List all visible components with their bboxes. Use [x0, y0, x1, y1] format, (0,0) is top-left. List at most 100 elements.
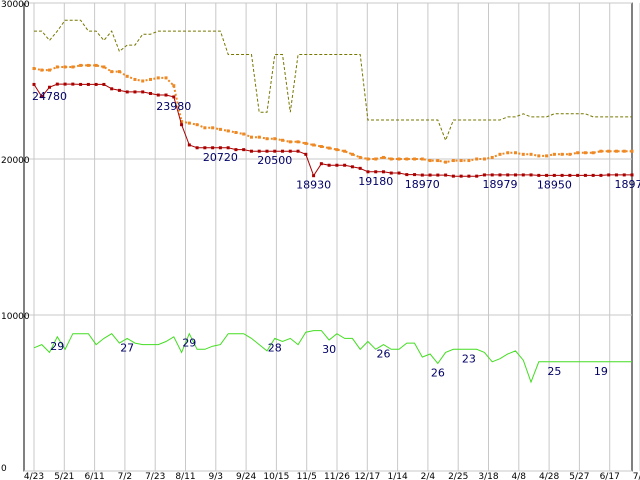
- series-point-average: [312, 143, 316, 147]
- x-tick-label: 3/18: [478, 472, 498, 480]
- series-point-average: [630, 149, 634, 153]
- x-tick-label: 6/17: [600, 472, 620, 480]
- series-point-lowest: [529, 173, 533, 177]
- series-point-average: [327, 146, 331, 150]
- series-point-lowest: [110, 87, 114, 91]
- series-line-count: [33, 330, 632, 384]
- series-point-lowest: [459, 174, 463, 178]
- x-tick-label: 4/8: [512, 472, 527, 480]
- data-label: 29: [182, 337, 196, 350]
- series-point-average: [94, 63, 98, 67]
- series-point-lowest: [211, 146, 215, 150]
- series-point-lowest: [102, 82, 106, 86]
- series-point-average: [234, 130, 238, 134]
- series-point-average: [63, 65, 67, 69]
- series-point-lowest: [366, 170, 370, 174]
- series-point-lowest: [560, 173, 564, 177]
- series-point-lowest: [358, 166, 362, 170]
- series-point-lowest: [156, 93, 160, 97]
- series-point-lowest: [234, 148, 238, 152]
- series-point-lowest: [614, 173, 618, 177]
- series-point-lowest: [506, 173, 510, 177]
- data-label: 20500: [257, 154, 292, 167]
- series-point-average: [249, 135, 253, 139]
- series-point-average: [475, 157, 479, 161]
- series-point-average: [288, 140, 292, 144]
- series-point-average: [591, 151, 595, 155]
- series-point-lowest: [125, 90, 129, 94]
- series-point-average: [436, 159, 440, 163]
- series-point-lowest: [436, 173, 440, 177]
- series-point-lowest: [187, 143, 191, 147]
- series-point-average: [133, 77, 137, 81]
- series-point-average: [102, 65, 106, 69]
- series-point-lowest: [381, 170, 385, 174]
- series-point-average: [537, 154, 541, 158]
- series-point-average: [545, 154, 549, 158]
- series-point-lowest: [257, 149, 261, 153]
- series-point-lowest: [514, 173, 518, 177]
- series-point-lowest: [622, 173, 626, 177]
- series-point-average: [304, 141, 308, 145]
- series-line-high: [34, 19, 632, 142]
- data-label: 24780: [32, 90, 67, 103]
- series-point-lowest: [475, 174, 479, 178]
- series-point-average: [583, 151, 587, 155]
- series-point-average: [599, 149, 603, 153]
- series-point-average: [413, 157, 417, 161]
- data-label: 23980: [156, 100, 191, 113]
- series-point-lowest: [420, 173, 424, 177]
- series-point-average: [164, 76, 168, 80]
- y-tick-label: 20000: [1, 156, 30, 166]
- x-tick-label: 12/17: [354, 472, 380, 480]
- series-point-lowest: [389, 171, 393, 175]
- series-point-average: [482, 157, 486, 161]
- series-point-lowest: [552, 173, 556, 177]
- series-point-lowest: [195, 146, 199, 150]
- y-tick-label: 30000: [1, 0, 30, 10]
- series-point-average: [389, 157, 393, 161]
- series-point-lowest: [374, 170, 378, 174]
- x-tick-label: 11/5: [297, 472, 317, 480]
- series-point-average: [273, 137, 277, 141]
- series-point-average: [343, 149, 347, 153]
- series-point-average: [110, 70, 114, 74]
- y-tick-label: 10000: [1, 312, 30, 322]
- series-point-lowest: [288, 149, 292, 153]
- series-point-lowest: [71, 82, 75, 86]
- series-point-lowest: [273, 149, 277, 153]
- y-tick-label: 0: [1, 464, 7, 474]
- x-tick-label: 9/24: [236, 472, 256, 480]
- series-point-average: [444, 160, 448, 164]
- x-tick-label: 5/27: [569, 472, 589, 480]
- data-label: 27: [120, 341, 134, 354]
- series-point-lowest: [591, 173, 595, 177]
- series-point-average: [55, 65, 59, 69]
- series-point-average: [397, 157, 401, 161]
- series-point-lowest: [583, 173, 587, 177]
- x-tick-label: 10/15: [263, 472, 289, 480]
- series-point-average: [180, 120, 184, 124]
- series-point-lowest: [312, 174, 316, 178]
- series-point-lowest: [281, 149, 285, 153]
- series-point-average: [366, 157, 370, 161]
- series-point-average: [125, 74, 129, 78]
- series-point-lowest: [86, 82, 90, 86]
- x-tick-label: 4/28: [539, 472, 559, 480]
- series-point-average: [148, 77, 152, 81]
- series-point-lowest: [405, 173, 409, 177]
- series-point-lowest: [164, 93, 168, 97]
- series-point-average: [498, 152, 502, 156]
- data-label: 18970: [405, 178, 440, 191]
- series-point-average: [358, 155, 362, 159]
- data-label: 23: [462, 352, 476, 365]
- data-label: 18979: [482, 178, 517, 191]
- series-point-lowest: [428, 173, 432, 177]
- series-point-lowest: [32, 82, 36, 86]
- series-point-lowest: [265, 149, 269, 153]
- data-label: 25: [547, 365, 561, 378]
- series-point-lowest: [141, 90, 145, 94]
- series-point-lowest: [599, 173, 603, 177]
